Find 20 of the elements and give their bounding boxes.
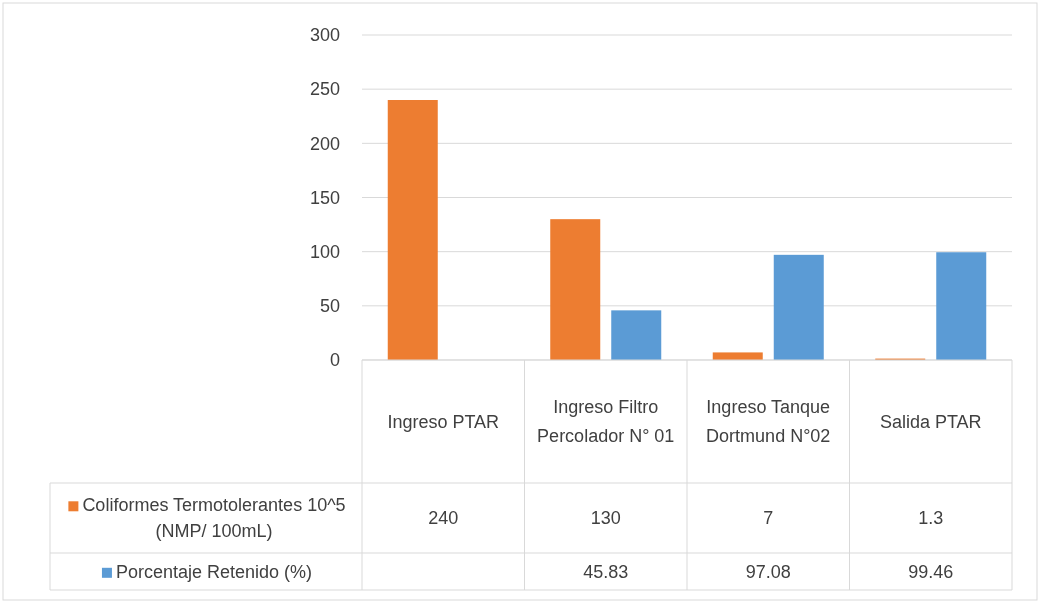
data-label: 99.46 <box>908 561 954 582</box>
x-tick-label: Ingreso Filtro Percolador N° 01 <box>537 397 675 447</box>
data-label: 240 <box>428 508 459 528</box>
data-label: 97.08 <box>745 561 791 582</box>
data-label: 1.3 <box>918 508 944 528</box>
y-tick-label: 200 <box>309 133 340 154</box>
x-tick-label: Salida PTAR <box>879 411 982 432</box>
y-tick-label: 50 <box>319 296 340 317</box>
y-tick-label: 150 <box>309 187 340 208</box>
data-label: 7 <box>763 508 774 528</box>
y-tick-label: 0 <box>329 350 340 371</box>
data-label: 130 <box>590 508 621 528</box>
data-label: 45.83 <box>583 561 629 582</box>
legend-label: Coliformes Termotolerantes 10^5 (NMP/ 100mL) <box>82 495 346 542</box>
legend-label: Porcentaje Retenido (%) <box>115 561 313 582</box>
y-tick-label: 300 <box>309 25 340 46</box>
x-tick-label: Ingreso PTAR <box>387 411 500 432</box>
y-tick-label: 250 <box>309 79 340 100</box>
x-tick-label: Ingreso Tanque Dortmund N°02 <box>706 397 831 447</box>
y-tick-label: 100 <box>309 241 340 262</box>
